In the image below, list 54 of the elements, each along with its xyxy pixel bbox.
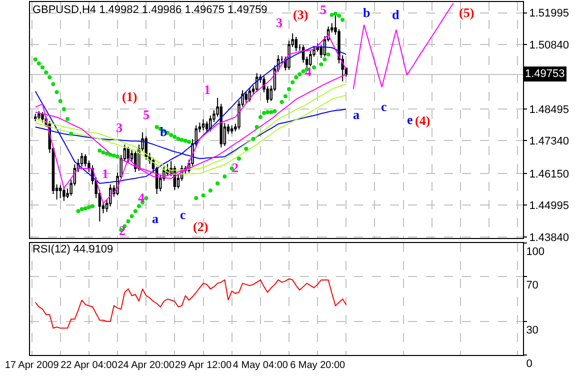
x-tick-label: 29 Apr 12:00 <box>174 360 232 371</box>
candlestick <box>230 124 234 134</box>
y-tick-label: 30 <box>526 324 538 336</box>
y-tick-label: 1.46150 <box>529 168 569 180</box>
line-series <box>34 46 347 184</box>
candlestick <box>38 110 40 120</box>
annotation: b <box>363 5 370 20</box>
annotation: (3) <box>293 7 308 22</box>
y-tick-label: 1.43840 <box>529 232 569 244</box>
annotation: 3 <box>116 120 123 135</box>
y-tick-label: 1.48495 <box>529 104 569 116</box>
candlestick <box>62 186 66 202</box>
annotation: 3 <box>276 15 283 30</box>
candlestick <box>34 113 37 122</box>
annotation: c <box>381 99 387 114</box>
y-tick-label: 1.47340 <box>529 136 569 148</box>
annotation: 1 <box>102 166 108 181</box>
x-tick-label: 6 May 20:00 <box>290 360 346 371</box>
annotation: e <box>407 112 413 127</box>
line-series <box>34 34 347 204</box>
y-tick-label: 1.50840 <box>529 39 569 52</box>
annotation: 5 <box>143 107 150 122</box>
candlestick <box>41 112 44 123</box>
candlestick <box>294 36 298 52</box>
annotation: (1) <box>122 89 138 104</box>
chart-title: GBPUSD,H4 1.49982 1.49986 1.49675 1.49759 <box>32 4 268 16</box>
annotation: a <box>152 211 159 226</box>
line-series <box>352 2 454 90</box>
annotation: 5 <box>320 2 327 17</box>
y-tick-label: 1.44995 <box>529 200 569 212</box>
annotation: (5) <box>459 5 474 20</box>
x-tick-label: 24 Apr 20:00 <box>118 360 175 371</box>
candlestick <box>309 50 312 67</box>
ref-line-label: 1.49753 <box>525 68 565 80</box>
candlestick <box>58 184 62 199</box>
candlestick <box>202 118 205 131</box>
chart-title: RSI(12) 44.9109 <box>32 243 114 256</box>
candlestick <box>244 91 248 104</box>
y-tick-label: 100 <box>526 246 545 258</box>
annotation: 1 <box>204 82 210 97</box>
y-tick-label: 0 <box>526 358 532 370</box>
y-tick-label: 1.51995 <box>529 8 569 20</box>
x-tick-label: 4 May 04:00 <box>232 360 288 371</box>
annotation: (4) <box>415 113 430 128</box>
x-tick-label: 22 Apr 04:00 <box>60 360 118 371</box>
annotation: 2 <box>232 160 238 175</box>
line-series <box>34 84 347 171</box>
x-tick-label: 17 Apr 2009 <box>4 360 60 371</box>
y-tick-label: 70 <box>526 280 538 292</box>
annotation: 4 <box>138 190 145 205</box>
annotation: c <box>180 207 186 222</box>
annotation: d <box>392 7 400 22</box>
annotation: (2) <box>193 219 208 234</box>
annotation: a <box>353 107 360 122</box>
